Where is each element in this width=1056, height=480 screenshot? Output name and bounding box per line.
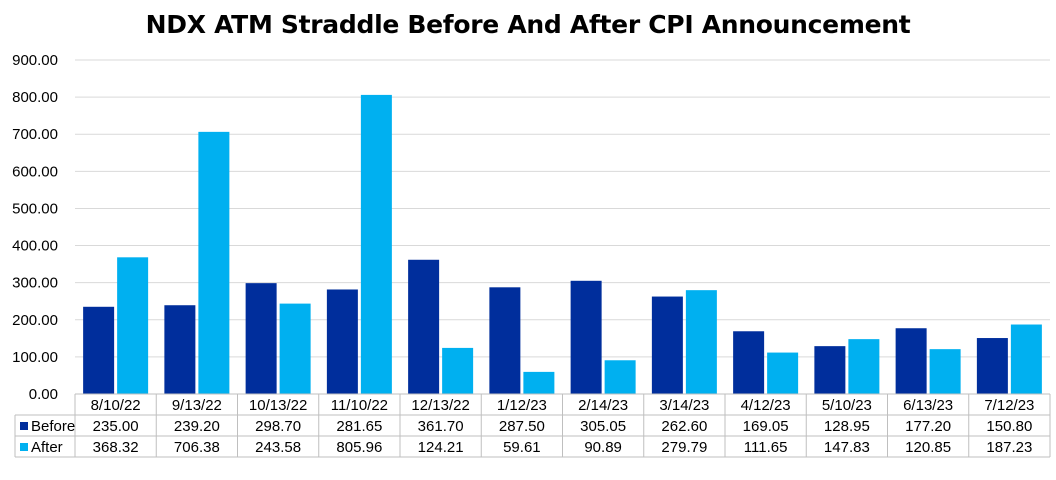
bar-before xyxy=(814,346,846,394)
legend-key-before xyxy=(20,422,28,430)
data-label: 287.50 xyxy=(499,418,545,435)
data-label: 120.85 xyxy=(905,439,951,456)
y-tick-label: 500.00 xyxy=(12,200,58,217)
bar-before xyxy=(895,328,927,394)
data-label: 124.21 xyxy=(418,439,464,456)
x-category-label: 1/12/23 xyxy=(497,397,547,414)
bar-after xyxy=(198,131,230,394)
bar-before xyxy=(245,283,277,394)
data-label: 150.80 xyxy=(986,418,1032,435)
y-tick-label: 400.00 xyxy=(12,238,58,255)
bar-after xyxy=(929,349,961,394)
y-tick-label: 100.00 xyxy=(12,349,58,366)
bar-after xyxy=(604,360,636,394)
data-label: 281.65 xyxy=(336,418,382,435)
bar-before xyxy=(570,280,602,394)
bar-before xyxy=(164,305,196,394)
bar-before xyxy=(651,296,683,394)
data-label: 305.05 xyxy=(580,418,626,435)
data-label: 90.89 xyxy=(584,439,622,456)
data-label: 59.61 xyxy=(503,439,541,456)
y-tick-label: 200.00 xyxy=(12,312,58,329)
data-label: 111.65 xyxy=(744,439,788,456)
bar-after xyxy=(685,290,717,394)
bar-after xyxy=(279,303,311,394)
bar-before xyxy=(83,306,115,394)
x-category-label: 10/13/22 xyxy=(249,397,307,414)
x-category-label: 12/13/22 xyxy=(411,397,469,414)
legend-label-after: After xyxy=(31,439,63,456)
x-category-label: 8/10/22 xyxy=(91,397,141,414)
y-tick-label: 700.00 xyxy=(12,126,58,143)
data-label: 243.58 xyxy=(255,439,301,456)
bar-after xyxy=(1010,324,1042,394)
data-label: 235.00 xyxy=(93,418,139,435)
bar-before xyxy=(733,331,765,394)
legend-key-after xyxy=(20,443,28,451)
data-label: 805.96 xyxy=(336,439,382,456)
data-label: 706.38 xyxy=(174,439,220,456)
y-tick-label: 900.00 xyxy=(12,52,58,69)
x-category-label: 9/13/22 xyxy=(172,397,222,414)
data-label: 262.60 xyxy=(661,418,707,435)
data-label: 177.20 xyxy=(905,418,951,435)
data-label: 187.23 xyxy=(986,439,1032,456)
bar-before xyxy=(489,287,521,394)
bar-after xyxy=(767,352,799,394)
data-label: 147.83 xyxy=(824,439,870,456)
x-category-label: 3/14/23 xyxy=(659,397,709,414)
x-category-label: 7/12/23 xyxy=(984,397,1034,414)
data-label: 169.05 xyxy=(743,418,789,435)
bar-before xyxy=(326,289,358,394)
data-label: 239.20 xyxy=(174,418,220,435)
bar-before xyxy=(408,259,440,394)
data-label: 128.95 xyxy=(824,418,870,435)
data-label: 368.32 xyxy=(93,439,139,456)
data-label: 298.70 xyxy=(255,418,301,435)
bar-after xyxy=(117,257,149,394)
bar-after xyxy=(442,347,474,394)
x-category-label: 6/13/23 xyxy=(903,397,953,414)
bar-after xyxy=(848,339,880,394)
x-category-label: 4/12/23 xyxy=(741,397,791,414)
data-label: 361.70 xyxy=(418,418,464,435)
y-tick-label: 600.00 xyxy=(12,163,58,180)
bar-after xyxy=(523,371,555,394)
bar-after xyxy=(360,94,392,394)
bar-before xyxy=(976,338,1008,394)
x-category-label: 11/10/22 xyxy=(331,397,388,414)
chart-title: NDX ATM Straddle Before And After CPI An… xyxy=(145,10,911,39)
data-label: 279.79 xyxy=(661,439,707,456)
x-category-label: 5/10/23 xyxy=(822,397,872,414)
y-tick-label: 800.00 xyxy=(12,89,58,106)
legend-label-before: Before xyxy=(31,418,75,435)
x-category-label: 2/14/23 xyxy=(578,397,628,414)
y-tick-label: 0.00 xyxy=(29,386,58,403)
y-tick-label: 300.00 xyxy=(12,275,58,292)
